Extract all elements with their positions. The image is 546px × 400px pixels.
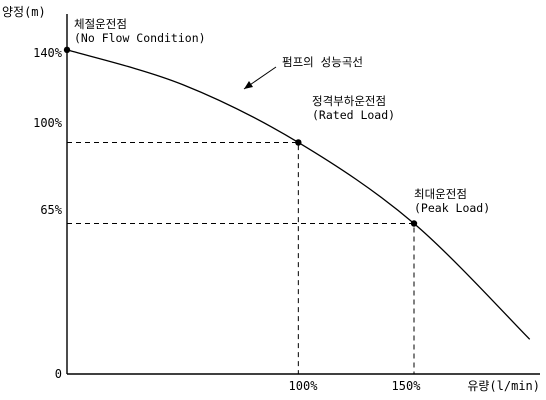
x-axis-title: 유량(l/min) [467, 379, 540, 393]
curve-callout-arrow-icon [244, 81, 253, 89]
point-no-flow [63, 46, 71, 54]
point-peak-load [410, 220, 418, 227]
point-sublabel-peak-load: (Peak Load) [414, 201, 490, 215]
point-label-no-flow: 체절운전점 [74, 17, 127, 31]
point-sublabel-rated-load: (Rated Load) [312, 108, 395, 122]
y-axis-title: 양정(m) [2, 5, 46, 19]
point-label-rated-load: 정격부하운전점 [312, 94, 386, 108]
y-tick-label: 100% [33, 116, 63, 130]
y-tick-label: 140% [33, 46, 63, 60]
point-label-peak-load: 최대운전점 [414, 187, 467, 201]
x-tick-label: 100% [289, 379, 319, 393]
point-sublabel-no-flow: (No Flow Condition) [74, 31, 206, 45]
x-tick-label: 150% [392, 379, 422, 393]
curve-callout-label: 펌프의 성능곡선 [282, 55, 363, 69]
y-tick-label: 0 [55, 367, 62, 381]
point-rated-load [295, 139, 302, 146]
guide-line-peak [67, 222, 415, 374]
y-tick-label: 65% [40, 203, 62, 217]
guide-line-rated [67, 141, 299, 374]
